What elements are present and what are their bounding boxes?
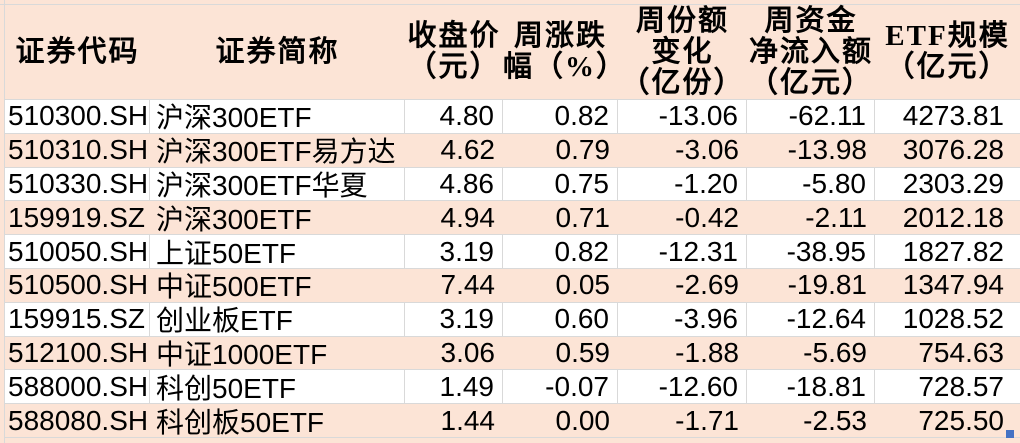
header-close[interactable]: 收盘价 （元） — [405, 5, 503, 100]
top-gridline — [0, 4, 1020, 5]
cell-weekly-change[interactable]: 0.71 — [503, 201, 618, 236]
cell-close[interactable]: 3.19 — [405, 302, 503, 337]
cell-share-change[interactable]: -12.31 — [618, 235, 747, 269]
cell-name[interactable]: 沪深300ETF华夏 — [150, 167, 405, 202]
cell-net-inflow[interactable]: -5.80 — [747, 167, 875, 202]
cell-share-change[interactable]: -1.88 — [618, 336, 747, 371]
cell-etf-scale[interactable]: 2303.29 — [875, 167, 1020, 202]
cell-share-change[interactable]: -3.96 — [618, 302, 747, 337]
cell-code[interactable]: 510500.SH — [5, 268, 150, 303]
cell-name[interactable]: 中证500ETF — [150, 268, 405, 303]
cell-name[interactable]: 沪深300ETF易方达 — [150, 133, 405, 168]
cell-weekly-change[interactable]: 0.59 — [503, 336, 618, 371]
cell-code[interactable]: 588000.SH — [5, 370, 150, 405]
cell-etf-scale[interactable]: 725.50 — [875, 404, 1020, 438]
cell-code[interactable]: 510050.SH — [5, 235, 150, 269]
header-weekly-change[interactable]: 周涨跌 幅（%） — [503, 5, 625, 100]
cell-code[interactable]: 510300.SH — [5, 100, 150, 134]
cell-close[interactable]: 4.94 — [405, 201, 503, 236]
cell-close[interactable]: 4.62 — [405, 133, 503, 168]
cell-net-inflow[interactable]: -19.81 — [747, 268, 875, 303]
cell-etf-scale[interactable]: 4273.81 — [875, 100, 1020, 134]
cell-name[interactable]: 科创50ETF — [150, 370, 405, 405]
cell-close[interactable]: 7.44 — [405, 268, 503, 303]
cell-etf-scale[interactable]: 728.57 — [875, 370, 1020, 405]
cell-weekly-change[interactable]: 0.00 — [503, 404, 618, 438]
cell-etf-scale[interactable]: 3076.28 — [875, 133, 1020, 168]
etf-table: 证券代码 证券简称 收盘价 （元） 周涨跌 幅（%） 周份额 变化 （亿份） 周… — [5, 5, 1020, 438]
cell-code[interactable]: 510330.SH — [5, 167, 150, 202]
cell-share-change[interactable]: -13.06 — [618, 100, 747, 134]
cell-close[interactable]: 4.80 — [405, 100, 503, 134]
cell-code[interactable]: 588080.SH — [5, 404, 150, 438]
cell-share-change[interactable]: -0.42 — [618, 201, 747, 236]
cell-etf-scale[interactable]: 1827.82 — [875, 235, 1020, 269]
cell-net-inflow[interactable]: -13.98 — [747, 133, 875, 168]
header-name[interactable]: 证券简称 — [150, 5, 405, 100]
header-code[interactable]: 证券代码 — [5, 5, 150, 100]
cell-net-inflow[interactable]: -5.69 — [747, 336, 875, 371]
cell-code[interactable]: 512100.SH — [5, 336, 150, 371]
cell-weekly-change[interactable]: 0.60 — [503, 302, 618, 337]
cell-net-inflow[interactable]: -2.11 — [747, 201, 875, 236]
cell-net-inflow[interactable]: -38.95 — [747, 235, 875, 269]
autofill-handle[interactable] — [1006, 430, 1014, 438]
header-etf-scale[interactable]: ETF规模 （亿元） — [875, 5, 1020, 100]
cell-name[interactable]: 上证50ETF — [150, 235, 405, 269]
cell-net-inflow[interactable]: -18.81 — [747, 370, 875, 405]
cell-net-inflow[interactable]: -12.64 — [747, 302, 875, 337]
header-net-inflow[interactable]: 周资金 净流入额 （亿元） — [747, 4, 875, 100]
cell-etf-scale[interactable]: 754.63 — [875, 336, 1020, 371]
cell-share-change[interactable]: -3.06 — [618, 133, 747, 168]
cell-name[interactable]: 沪深300ETF — [150, 201, 405, 236]
cell-share-change[interactable]: -12.60 — [618, 370, 747, 405]
cell-code[interactable]: 159915.SZ — [5, 302, 150, 337]
cell-code[interactable]: 159919.SZ — [5, 201, 150, 236]
cell-weekly-change[interactable]: -0.07 — [503, 370, 618, 405]
cell-name[interactable]: 创业板ETF — [150, 302, 405, 337]
cell-etf-scale[interactable]: 1028.52 — [875, 302, 1020, 337]
left-gridline — [4, 0, 5, 443]
cell-name[interactable]: 中证1000ETF — [150, 336, 405, 371]
cell-name[interactable]: 科创板50ETF — [150, 404, 405, 438]
cell-code[interactable]: 510310.SH — [5, 133, 150, 168]
cell-net-inflow[interactable]: -2.53 — [747, 404, 875, 438]
cell-weekly-change[interactable]: 0.05 — [503, 268, 618, 303]
cell-weekly-change[interactable]: 0.75 — [503, 167, 618, 202]
cell-close[interactable]: 3.06 — [405, 336, 503, 371]
cell-close[interactable]: 1.44 — [405, 404, 503, 438]
cell-weekly-change[interactable]: 0.82 — [503, 100, 618, 134]
cell-etf-scale[interactable]: 1347.94 — [875, 268, 1020, 303]
cell-share-change[interactable]: -1.71 — [618, 404, 747, 438]
cell-weekly-change[interactable]: 0.79 — [503, 133, 618, 168]
cell-etf-scale[interactable]: 2012.18 — [875, 201, 1020, 236]
cell-close[interactable]: 3.19 — [405, 235, 503, 269]
cell-net-inflow[interactable]: -62.11 — [747, 100, 875, 134]
cell-close[interactable]: 4.86 — [405, 167, 503, 202]
cell-share-change[interactable]: -2.69 — [618, 268, 747, 303]
header-share-change[interactable]: 周份额 变化 （亿份） — [618, 5, 747, 100]
cell-name[interactable]: 沪深300ETF — [150, 100, 405, 134]
cell-close[interactable]: 1.49 — [405, 370, 503, 405]
cell-share-change[interactable]: -1.20 — [618, 167, 747, 202]
cell-weekly-change[interactable]: 0.82 — [503, 235, 618, 269]
